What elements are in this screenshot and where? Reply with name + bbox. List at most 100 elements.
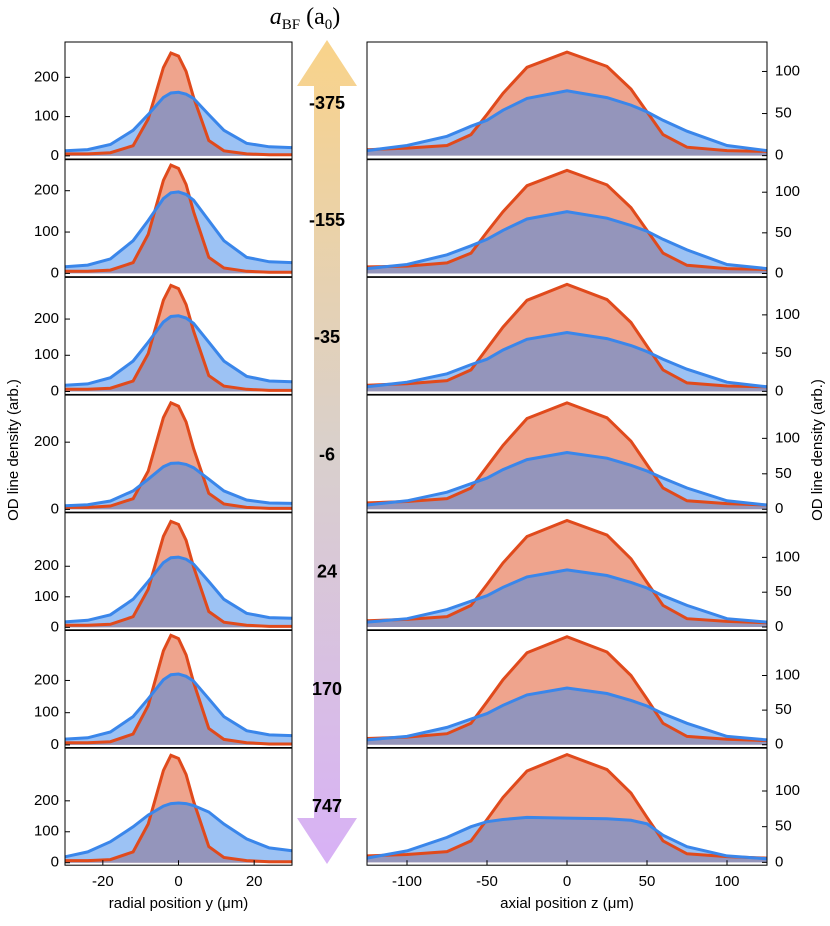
panel-frame <box>366 394 768 513</box>
y-axis-label: OD line density (arb.) <box>5 379 22 521</box>
line <box>366 50 768 153</box>
x-tick-label: -20 <box>92 873 114 890</box>
arrow-label: -35 <box>314 327 340 347</box>
arrow-title: aBF (a0) <box>270 4 341 34</box>
panel-frame <box>366 512 768 631</box>
x-tick-label: 0 <box>563 873 571 890</box>
y-tick-label: 100 <box>775 62 800 79</box>
line <box>64 314 293 387</box>
x-tick-label: 20 <box>246 873 263 890</box>
panel-frame <box>366 159 768 278</box>
y-tick-label: 0 <box>775 264 783 281</box>
y-tick-label: 50 <box>775 701 792 718</box>
arrow-label: 170 <box>312 679 342 699</box>
area <box>65 191 292 274</box>
area <box>367 569 767 628</box>
area <box>65 803 292 863</box>
line <box>65 633 292 746</box>
y-tick-label: 0 <box>51 147 59 164</box>
x-tick-label: 50 <box>639 873 656 890</box>
y-tick-label: 50 <box>775 583 792 600</box>
arrow-label: 24 <box>317 562 337 582</box>
y-tick-label: 200 <box>34 182 59 199</box>
arrow-label: 747 <box>312 796 342 816</box>
y-tick-label: 100 <box>34 108 59 125</box>
y-tick-label: 100 <box>34 704 59 721</box>
panel-frame <box>64 630 293 748</box>
panel-frame <box>64 276 293 395</box>
line <box>64 90 293 153</box>
x-axis-label: radial position y (μm) <box>109 895 249 912</box>
y-tick-label: 50 <box>775 344 792 361</box>
x-tick-label: -50 <box>476 873 498 890</box>
line <box>65 51 292 157</box>
area <box>367 452 767 510</box>
title-part: (a <box>306 4 325 30</box>
line <box>366 401 768 507</box>
y-tick-label: 200 <box>34 433 59 450</box>
y-tick-label: 100 <box>34 823 59 840</box>
x-tick-label: 100 <box>714 873 739 890</box>
panel-frame <box>366 276 768 395</box>
title-part: ) <box>332 4 340 30</box>
x-axis-label: axial position z (μm) <box>500 895 634 912</box>
line <box>64 461 293 508</box>
area <box>65 402 292 510</box>
x-tick-label: -100 <box>392 873 422 890</box>
y-tick-label: 100 <box>34 346 59 363</box>
y-tick-label: 0 <box>775 147 783 164</box>
line <box>65 283 292 392</box>
area <box>367 688 767 745</box>
y-tick-label: 100 <box>775 782 800 799</box>
y-axis-label: OD line density (arb.) <box>809 379 826 521</box>
y-tick-label: 200 <box>34 68 59 85</box>
y-tick-label: 0 <box>51 854 59 871</box>
line <box>64 555 293 624</box>
y-tick-label: 50 <box>775 818 792 835</box>
y-tick-label: 0 <box>775 736 783 753</box>
area <box>65 92 292 156</box>
line <box>64 801 293 859</box>
line <box>366 635 768 743</box>
y-tick-label: 0 <box>775 618 783 635</box>
y-tick-label: 0 <box>51 618 59 635</box>
y-tick-label: 100 <box>775 183 800 200</box>
line <box>366 89 768 153</box>
line <box>64 190 293 269</box>
panel-frame <box>366 630 768 748</box>
arrow-label: -155 <box>309 210 345 230</box>
arrow-label: -375 <box>309 93 345 113</box>
area <box>65 463 292 510</box>
y-tick-label: 0 <box>51 500 59 517</box>
panel-frame <box>64 41 293 160</box>
panel-frame <box>366 41 768 160</box>
area <box>367 90 767 156</box>
line <box>65 753 292 864</box>
area <box>367 754 767 863</box>
arrow <box>297 40 357 864</box>
line <box>366 518 768 625</box>
arrow-label: -6 <box>319 444 335 464</box>
line <box>366 752 768 860</box>
line <box>64 672 293 741</box>
y-tick-label: 100 <box>775 548 800 565</box>
panel-frame <box>64 159 293 278</box>
y-tick-label: 200 <box>34 310 59 327</box>
area <box>65 674 292 745</box>
line <box>366 282 768 389</box>
y-tick-label: 200 <box>34 671 59 688</box>
title-subscript: BF <box>282 17 300 33</box>
y-tick-label: 100 <box>34 223 59 240</box>
y-tick-label: 0 <box>51 382 59 399</box>
line <box>65 163 292 274</box>
line <box>366 330 768 389</box>
y-tick-label: 50 <box>775 105 792 122</box>
line <box>366 168 768 271</box>
title-part: a <box>270 4 282 30</box>
area <box>367 211 767 274</box>
x-tick-label: 0 <box>174 873 182 890</box>
y-tick-label: 50 <box>775 224 792 241</box>
title-subscript: 0 <box>325 17 333 33</box>
y-tick-label: 0 <box>51 264 59 281</box>
y-tick-label: 50 <box>775 465 792 482</box>
